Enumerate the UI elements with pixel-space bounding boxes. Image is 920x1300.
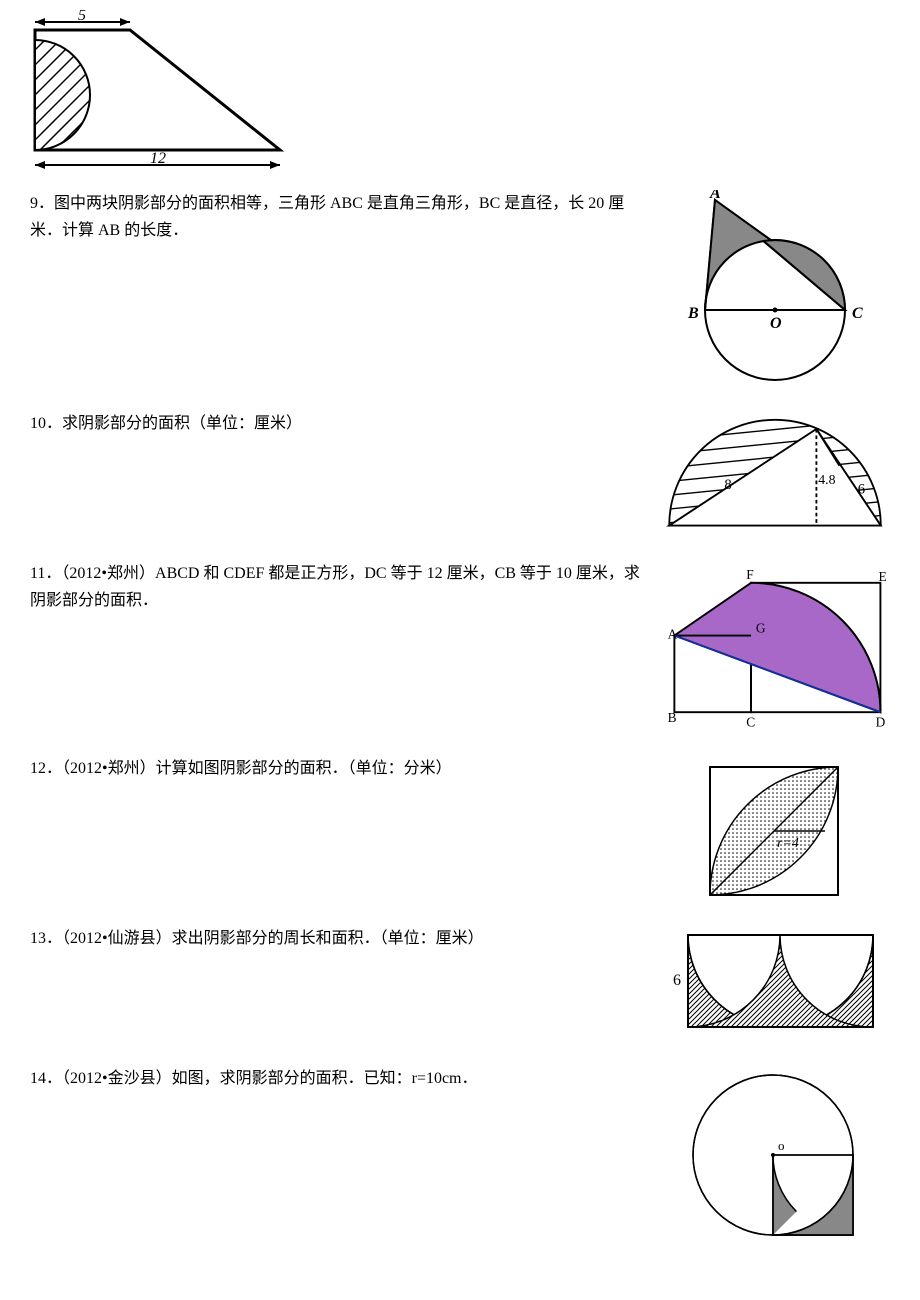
- problem-10-text: 10．求阴影部分的面积（单位：厘米）: [30, 410, 660, 437]
- problem-12-figure: r=4: [660, 755, 890, 905]
- problem-14-text: 14．（2012•金沙县）如图，求阴影部分的面积．已知：r=10cm．: [30, 1065, 660, 1092]
- label-o: O: [770, 315, 782, 332]
- label-b: B: [687, 305, 699, 322]
- top-figure: 5 12: [30, 10, 890, 180]
- label-a11: A: [668, 626, 678, 641]
- label-g11: G: [756, 621, 766, 636]
- label-a: A: [709, 190, 721, 202]
- bottom-label-12: 12: [150, 150, 166, 167]
- problem-14: 14．（2012•金沙县）如图，求阴影部分的面积．已知：r=10cm． o: [30, 1065, 890, 1250]
- problem-11-figure: A B C D E F G: [660, 560, 890, 735]
- problem-12-text: 12．（2012•郑州）计算如图阴影部分的面积．（单位：分米）: [30, 755, 660, 782]
- problem-11: 11．（2012•郑州）ABCD 和 CDEF 都是正方形，DC 等于 12 厘…: [30, 560, 890, 735]
- label-o14: o: [778, 1138, 785, 1153]
- label-d11: D: [876, 715, 886, 730]
- problem-14-figure: o: [660, 1065, 890, 1250]
- problem-10-figure: 8 4.8 6: [660, 410, 890, 540]
- problem-13-text: 13．（2012•仙游县）求出阴影部分的周长和面积．（单位：厘米）: [30, 925, 660, 952]
- problem-13: 13．（2012•仙游县）求出阴影部分的周长和面积．（单位：厘米） 6: [30, 925, 890, 1045]
- problem-9: 9．图中两块阴影部分的面积相等，三角形 ABC 是直角三角形，BC 是直径，长 …: [30, 190, 890, 390]
- label-e11: E: [879, 569, 887, 584]
- label-h13: 6: [673, 972, 681, 989]
- label-6: 6: [858, 481, 865, 497]
- label-c: C: [852, 305, 863, 322]
- problem-11-text: 11．（2012•郑州）ABCD 和 CDEF 都是正方形，DC 等于 12 厘…: [30, 560, 660, 614]
- label-f11: F: [746, 567, 753, 582]
- label-b11: B: [668, 710, 677, 725]
- label-8: 8: [724, 477, 731, 493]
- label-r12: r=4: [777, 836, 799, 851]
- problem-13-figure: 6: [660, 925, 890, 1035]
- label-48: 4.8: [818, 472, 835, 487]
- top-label-5: 5: [78, 10, 86, 24]
- problem-9-text: 9．图中两块阴影部分的面积相等，三角形 ABC 是直角三角形，BC 是直径，长 …: [30, 190, 660, 244]
- problem-10: 10．求阴影部分的面积（单位：厘米） 8 4.8 6: [30, 410, 890, 540]
- problem-9-figure: A B C O: [660, 190, 890, 390]
- problem-12: 12．（2012•郑州）计算如图阴影部分的面积．（单位：分米） r=4: [30, 755, 890, 905]
- label-c11: C: [746, 715, 755, 730]
